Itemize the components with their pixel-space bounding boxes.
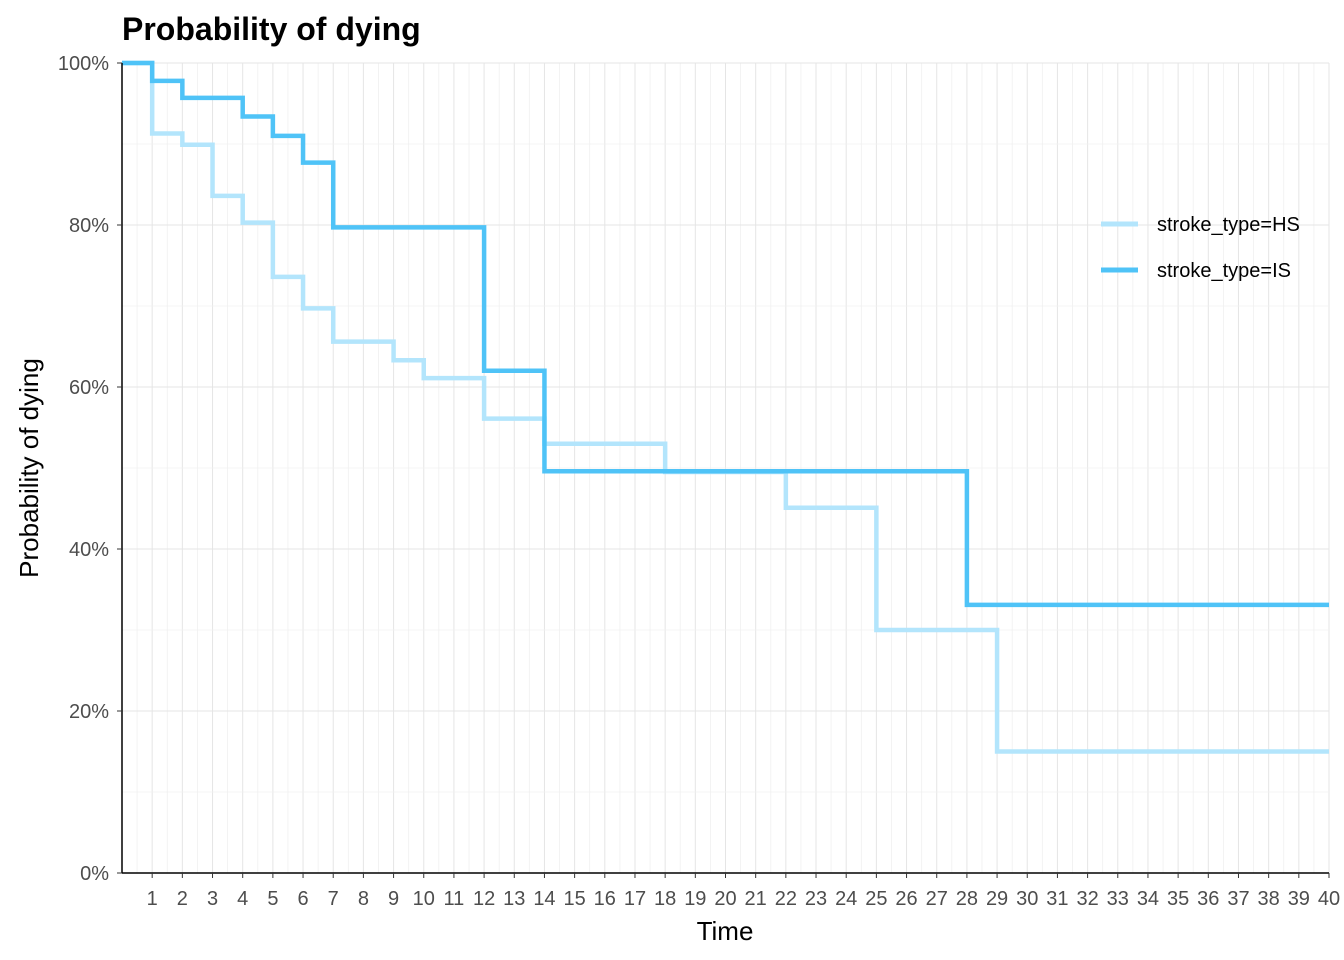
series-line-1 — [122, 60, 1329, 754]
x-tick-label: 27 — [926, 888, 948, 910]
y-tick-labels: 0% 20% 40% 60% 80% 100% — [58, 53, 122, 885]
series-line-2 — [122, 60, 1329, 608]
x-tick-label: 17 — [624, 888, 646, 910]
x-tick-label: 9 — [388, 888, 399, 910]
x-tick-label: 10 — [413, 888, 435, 910]
legend: stroke_type=HS stroke_type=IS — [1101, 214, 1300, 282]
x-tick-label: 34 — [1137, 888, 1159, 910]
x-tick-label: 2 — [177, 888, 188, 910]
x-tick-label: 23 — [805, 888, 827, 910]
y-tick-label: 100% — [58, 53, 109, 75]
x-tick-label: 21 — [745, 888, 767, 910]
x-tick-label: 7 — [328, 888, 339, 910]
x-tick-label: 15 — [564, 888, 586, 910]
x-tick-label: 12 — [473, 888, 495, 910]
x-tick-label: 36 — [1197, 888, 1219, 910]
x-tick-label: 14 — [533, 888, 555, 910]
x-tick-label: 3 — [207, 888, 218, 910]
x-tick-label: 31 — [1046, 888, 1068, 910]
x-tick-label: 26 — [895, 888, 917, 910]
chart-title: Probability of dying — [122, 11, 421, 47]
x-tick-label: 40 — [1318, 888, 1340, 910]
x-tick-label: 30 — [1016, 888, 1038, 910]
x-tick-label: 32 — [1076, 888, 1098, 910]
x-tick-labels: 1 2 3 4 5 6 7 8 9 10 11 12 13 14 15 16 17 18 19 20 21 22 23 24 2… — [147, 873, 1340, 910]
x-tick-label: 6 — [297, 888, 308, 910]
x-tick-label: 20 — [714, 888, 736, 910]
y-axis-title: Probability of dying — [14, 358, 44, 578]
x-axis-title: Time — [697, 916, 754, 946]
x-tick-label: 18 — [654, 888, 676, 910]
x-tick-label: 29 — [986, 888, 1008, 910]
x-tick-label: 5 — [267, 888, 278, 910]
series-layer — [122, 60, 1329, 754]
x-tick-label: 25 — [865, 888, 887, 910]
x-tick-label: 35 — [1167, 888, 1189, 910]
x-tick-label: 22 — [775, 888, 797, 910]
x-tick-label: 11 — [444, 888, 465, 910]
x-tick-label: 38 — [1258, 888, 1280, 910]
y-tick-label: 0% — [80, 863, 109, 885]
y-tick-label: 20% — [69, 701, 109, 723]
x-tick-label: 39 — [1288, 888, 1310, 910]
x-tick-label: 24 — [835, 888, 857, 910]
x-tick-label: 33 — [1107, 888, 1129, 910]
x-tick-label: 8 — [358, 888, 369, 910]
x-tick-label: 13 — [503, 888, 525, 910]
x-tick-label: 4 — [237, 888, 248, 910]
legend-label-1: stroke_type=HS — [1157, 214, 1300, 236]
x-tick-label: 37 — [1227, 888, 1249, 910]
y-tick-label: 60% — [69, 377, 109, 399]
x-tick-label: 1 — [147, 888, 158, 910]
x-tick-label: 28 — [956, 888, 978, 910]
x-tick-label: 19 — [684, 888, 706, 910]
y-tick-label: 40% — [69, 539, 109, 561]
legend-label-2: stroke_type=IS — [1157, 260, 1291, 282]
y-tick-label: 80% — [69, 215, 109, 237]
x-tick-label: 16 — [594, 888, 616, 910]
